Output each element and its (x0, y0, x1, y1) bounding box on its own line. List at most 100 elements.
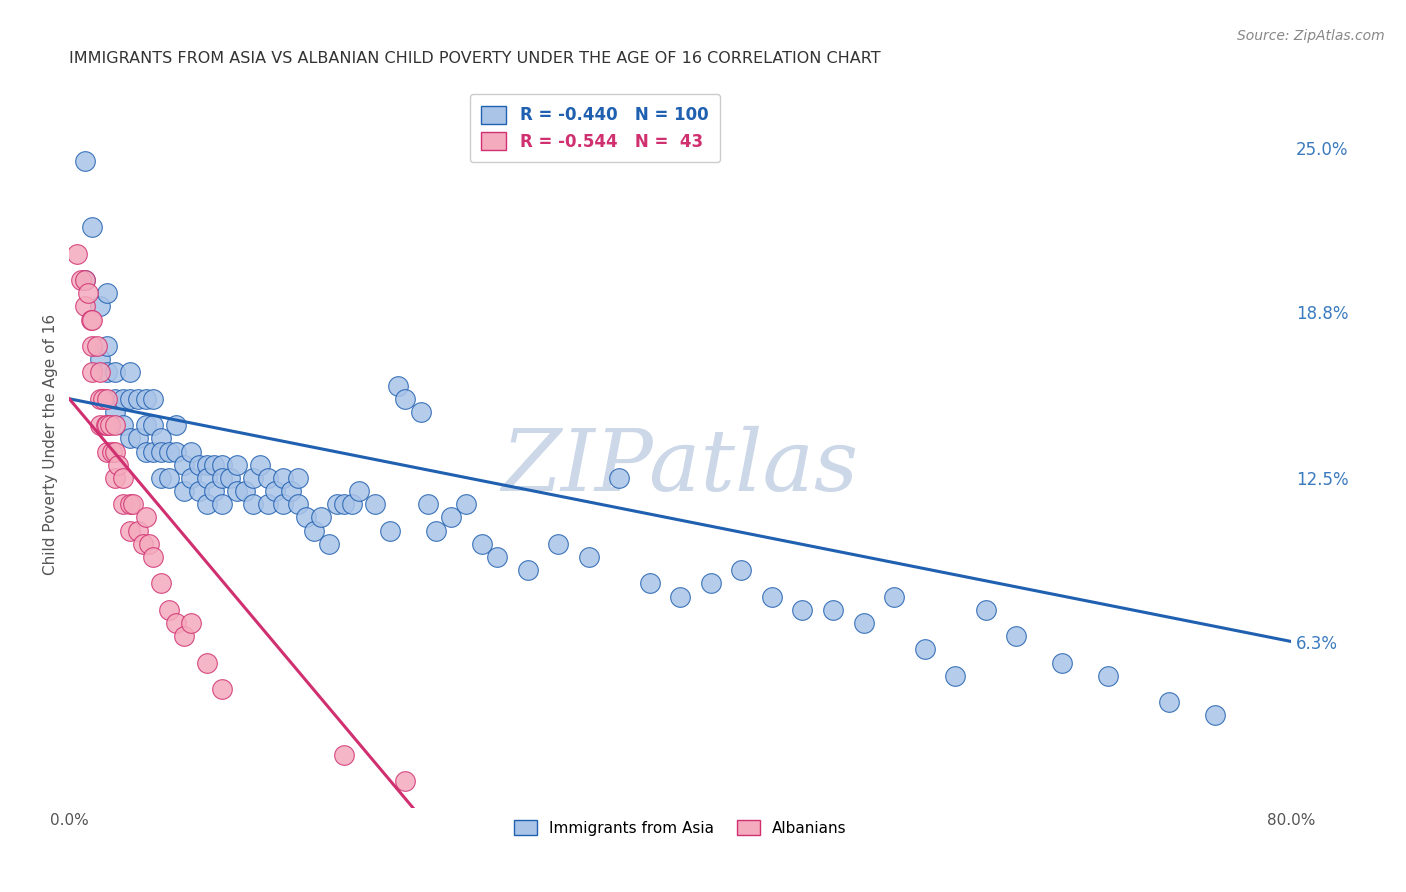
Point (91, 392, 114, 406)
Point (73, 154, 96, 169)
Point (287, 471, 309, 485)
Point (111, 471, 134, 485)
Point (211, 681, 233, 696)
Point (195, 497, 218, 511)
Point (89, 418, 111, 433)
Point (218, 471, 240, 485)
Point (318, 537, 340, 551)
Point (202, 484, 225, 499)
Point (89, 392, 111, 406)
Point (211, 471, 233, 485)
Point (1005, 629, 1028, 643)
Point (104, 365, 127, 379)
Point (107, 458, 129, 472)
Point (104, 392, 127, 406)
Point (311, 510, 333, 524)
Point (295, 510, 318, 524)
Point (202, 458, 225, 472)
Point (96, 444, 118, 458)
Point (226, 458, 249, 472)
Point (195, 458, 218, 472)
Point (96, 339, 118, 353)
Point (607, 471, 630, 485)
Point (409, 405, 432, 419)
Point (73, 300, 96, 314)
Point (142, 392, 165, 406)
Point (730, 563, 752, 577)
Point (349, 484, 371, 499)
Point (242, 497, 264, 511)
Point (82, 220, 104, 235)
Point (120, 497, 142, 511)
Point (173, 458, 195, 472)
Point (135, 392, 157, 406)
Point (104, 444, 127, 458)
Point (761, 590, 783, 604)
Point (233, 484, 256, 499)
Point (387, 378, 409, 392)
Point (111, 392, 134, 406)
Point (211, 497, 233, 511)
Point (131, 537, 153, 551)
Point (96, 418, 118, 433)
Point (974, 603, 997, 617)
Point (394, 774, 416, 789)
Point (149, 471, 172, 485)
Point (76, 286, 98, 301)
Point (173, 484, 195, 499)
Point (79, 312, 101, 326)
Point (127, 392, 149, 406)
Point (425, 524, 447, 538)
Text: Source: ZipAtlas.com: Source: ZipAtlas.com (1237, 29, 1385, 43)
Point (333, 497, 356, 511)
Point (188, 484, 211, 499)
Point (180, 471, 202, 485)
Point (340, 497, 363, 511)
Point (211, 458, 233, 472)
Point (165, 444, 187, 458)
Point (89, 352, 111, 367)
Point (82, 312, 104, 326)
Point (578, 550, 600, 565)
Point (104, 471, 127, 485)
Point (86, 339, 108, 353)
Point (96, 392, 118, 406)
Point (333, 747, 356, 762)
Point (418, 497, 440, 511)
Point (82, 365, 104, 379)
Point (943, 669, 966, 683)
Point (471, 537, 494, 551)
Point (120, 431, 142, 445)
Point (104, 405, 127, 419)
Point (127, 431, 149, 445)
Point (96, 286, 118, 301)
Point (149, 444, 172, 458)
Point (1159, 695, 1181, 709)
Point (66, 246, 89, 260)
Point (73, 273, 96, 287)
Point (271, 497, 294, 511)
Point (669, 590, 692, 604)
Point (249, 458, 271, 472)
Point (852, 615, 875, 630)
Point (325, 497, 347, 511)
Point (142, 550, 165, 565)
Point (1050, 656, 1073, 670)
Point (792, 603, 814, 617)
Point (111, 497, 134, 511)
Point (165, 615, 187, 630)
Point (242, 471, 264, 485)
Point (440, 510, 463, 524)
Point (1204, 708, 1226, 723)
Point (157, 603, 180, 617)
Point (157, 471, 180, 485)
Point (135, 510, 157, 524)
Point (89, 300, 111, 314)
Point (73, 273, 96, 287)
Point (302, 524, 325, 538)
Point (700, 576, 723, 591)
Legend: Immigrants from Asia, Albanians: Immigrants from Asia, Albanians (506, 813, 855, 844)
Point (149, 576, 172, 591)
Point (135, 418, 157, 433)
Point (70, 273, 93, 287)
